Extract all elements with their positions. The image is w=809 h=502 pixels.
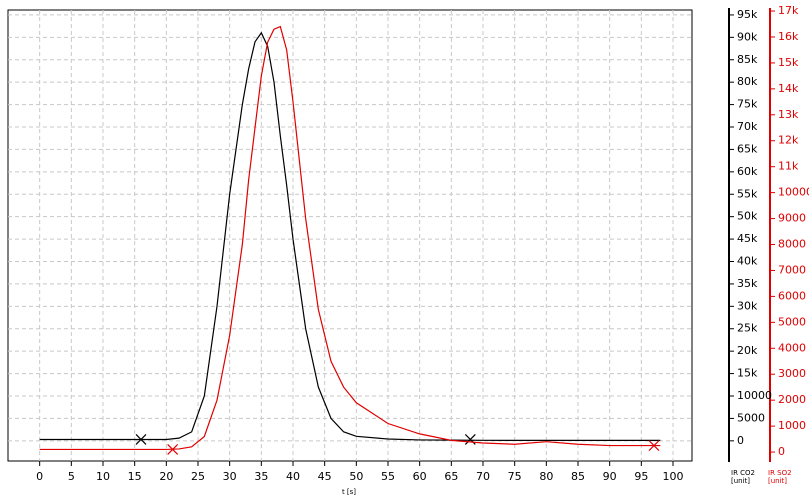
- x-tick-label: 55: [381, 470, 395, 483]
- y2-tick-label: 8000: [778, 238, 806, 251]
- x-tick-label: 0: [36, 470, 43, 483]
- y2-tick-label: 11k: [778, 160, 799, 173]
- y-tick-label: 40k: [737, 255, 758, 268]
- x-tick-label: 90: [603, 470, 617, 483]
- y-tick-label: 20k: [737, 344, 758, 357]
- x-tick-label: 25: [191, 470, 205, 483]
- x-tick-label: 70: [476, 470, 490, 483]
- y-axis-unit: [unit]: [731, 477, 750, 485]
- y2-tick-label: 4000: [778, 341, 806, 354]
- x-axis-label: t [s]: [342, 488, 356, 496]
- series-line: [39, 25, 661, 451]
- x-marker: [648, 440, 660, 451]
- plot-frame: [7, 9, 693, 462]
- y-tick-label: 85k: [737, 53, 758, 66]
- x-tick-label: 5: [68, 470, 75, 483]
- y-tick-label: 90k: [737, 30, 758, 43]
- y2-tick-label: 9000: [778, 212, 806, 225]
- x-tick-label: 100: [663, 470, 684, 483]
- x-tick-label: 20: [159, 470, 173, 483]
- y-tick-label: 5000: [737, 411, 765, 424]
- y2-tick-label: 10000: [778, 186, 809, 199]
- y2-tick-label: 15k: [778, 56, 799, 69]
- y-tick-label: 75k: [737, 98, 758, 111]
- x-tick-label: 30: [223, 470, 237, 483]
- y-tick-label: 80k: [737, 75, 758, 88]
- y-tick-label: 70k: [737, 120, 758, 133]
- y2-tick-label: 17k: [778, 4, 799, 17]
- x-tick-label: 40: [286, 470, 300, 483]
- x-tick-label: 45: [318, 470, 332, 483]
- y-tick-label: 25k: [737, 322, 758, 335]
- series-line: [39, 31, 661, 441]
- y-tick-label: 45k: [737, 232, 758, 245]
- y-tick-label: 65k: [737, 142, 758, 155]
- y2-tick-label: 5000: [778, 315, 806, 328]
- y2-tick-label: 3000: [778, 367, 806, 380]
- y2-tick-label: 0: [778, 445, 785, 458]
- y-tick-label: 95k: [737, 8, 758, 21]
- x-marker: [167, 444, 179, 455]
- y2-tick-label: 13k: [778, 108, 799, 121]
- y-tick-label: 30k: [737, 299, 758, 312]
- y-tick-label: 50k: [737, 210, 758, 223]
- y2-tick-label: 12k: [778, 134, 799, 147]
- x-tick-label: 50: [349, 470, 363, 483]
- y2-tick-label: 7000: [778, 263, 806, 276]
- x-tick-label: 65: [444, 470, 458, 483]
- y2-tick-label: 16k: [778, 30, 799, 43]
- x-tick-label: 85: [571, 470, 585, 483]
- y2-tick-label: 1000: [778, 419, 806, 432]
- y-tick-label: 35k: [737, 277, 758, 290]
- x-tick-label: 10: [96, 470, 110, 483]
- y-tick-label: 15k: [737, 367, 758, 380]
- x-tick-label: 35: [254, 470, 268, 483]
- y2-axis-label: IR SO2: [768, 469, 792, 477]
- x-tick-label: 15: [128, 470, 142, 483]
- y2-axis-unit: [unit]: [768, 477, 787, 485]
- x-marker: [464, 434, 476, 445]
- x-marker: [135, 434, 147, 445]
- y2-tick-label: 2000: [778, 393, 806, 406]
- y2-tick-label: 6000: [778, 289, 806, 302]
- x-tick-label: 75: [508, 470, 522, 483]
- y-axis-label: IR CO2: [731, 469, 755, 477]
- y-tick-label: 55k: [737, 187, 758, 200]
- y-tick-label: 10000: [737, 389, 772, 402]
- y-tick-label: 0: [737, 434, 744, 447]
- y-tick-label: 60k: [737, 165, 758, 178]
- x-tick-label: 60: [413, 470, 427, 483]
- y2-tick-label: 14k: [778, 82, 799, 95]
- x-tick-label: 95: [634, 470, 648, 483]
- x-tick-label: 80: [539, 470, 553, 483]
